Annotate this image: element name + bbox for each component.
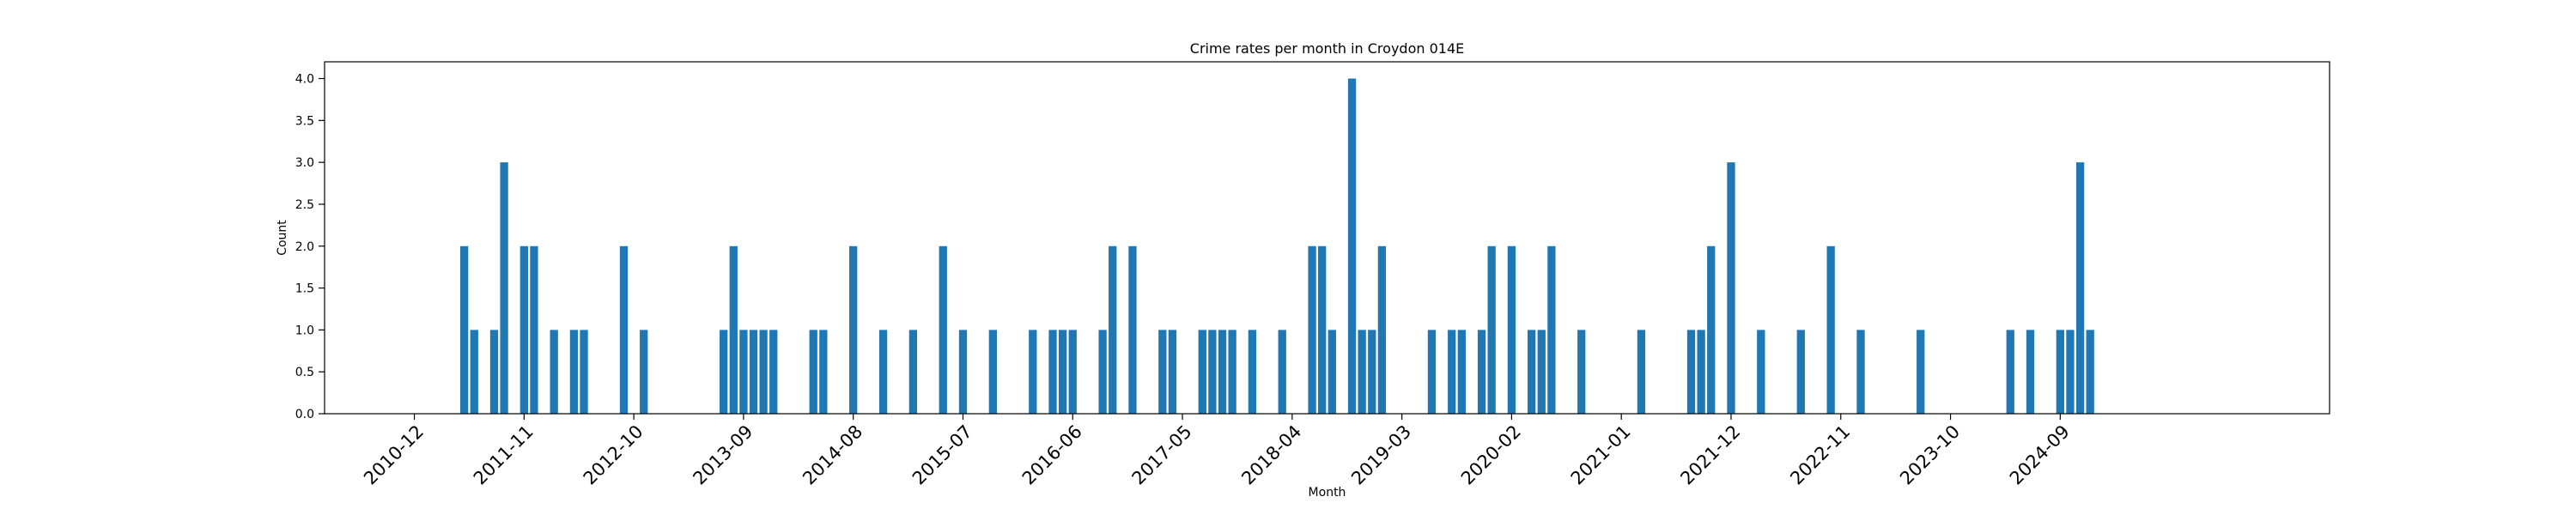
bar [1208,330,1217,414]
bar [580,330,588,414]
y-axis-label: Count [276,220,289,256]
bar [459,245,469,414]
bar [809,330,817,414]
y-tick-label: 1.5 [295,282,314,296]
y-tick-label: 4.0 [295,73,314,87]
bar [739,330,748,414]
x-axis-label: Month [1309,486,1346,500]
bar [1158,330,1167,414]
bar [1507,245,1516,414]
bar [2006,330,2014,414]
bar [1917,330,1925,414]
bar [2056,330,2064,414]
bar [849,245,858,414]
y-tick-label: 1.0 [295,324,314,337]
bar [489,330,499,414]
bar [530,245,538,414]
bar [1707,245,1716,414]
bar [1528,330,1536,414]
bar [1048,330,1057,414]
bar [1368,330,1376,414]
bar [2075,162,2085,414]
bar [1168,330,1177,414]
bar [2026,330,2035,414]
bar [550,330,558,414]
bar [1377,245,1387,414]
bar [988,330,997,414]
bar [1448,330,1456,414]
bar [1098,330,1107,414]
bar [1029,330,1037,414]
bar [2066,330,2075,414]
bar [1347,78,1357,415]
plot-frame [324,61,2330,415]
bar [1826,245,1835,414]
bar [878,330,888,414]
bar [749,330,758,414]
y-tick-label: 3.5 [295,114,314,128]
bar [908,330,918,414]
bar [720,330,728,414]
y-tick-label: 0.5 [295,366,314,379]
bar [1796,330,1805,414]
bar [1248,330,1257,414]
bar [640,330,648,414]
bar [1068,330,1077,414]
bar [1577,330,1586,414]
bar [1477,330,1486,414]
bar [470,330,478,414]
bar [1228,330,1236,414]
bar [1427,330,1437,414]
bar [1537,330,1546,414]
bar [1727,162,1735,414]
bar [1059,330,1067,414]
bar [958,330,968,414]
bar [1457,330,1466,414]
bar [1856,330,1865,414]
y-tick-label: 0.0 [295,408,314,421]
bar [1218,330,1227,414]
bar [759,330,768,414]
bar [500,162,508,414]
y-tick-label: 2.5 [295,198,314,212]
chart-title: Crime rates per month in Croydon 014E [1190,40,1464,57]
bar [1686,330,1696,414]
bar [1697,330,1705,414]
bar [569,330,579,414]
bar [1318,245,1327,414]
bar [619,245,629,414]
bar [1637,330,1646,414]
bar [519,245,528,414]
bar [729,245,738,414]
bar [939,245,947,414]
bar [1358,330,1366,414]
bar [1198,330,1206,414]
bar [1757,330,1765,414]
bar [819,330,828,414]
y-tick-label: 2.0 [295,240,314,254]
y-axis: 0.0 0.5 1.0 1.5 2.0 2.5 3.0 3.5 4.0 [295,73,325,421]
y-tick-label: 3.0 [295,156,314,170]
bar [1308,245,1316,414]
bar [2086,330,2094,414]
bar [1487,245,1496,414]
bar [1327,330,1336,414]
bar [1278,330,1286,414]
bar [769,330,778,414]
bar [1128,245,1137,414]
bar [1547,245,1556,414]
bars-layer [459,78,2094,415]
bar [1109,245,1117,414]
